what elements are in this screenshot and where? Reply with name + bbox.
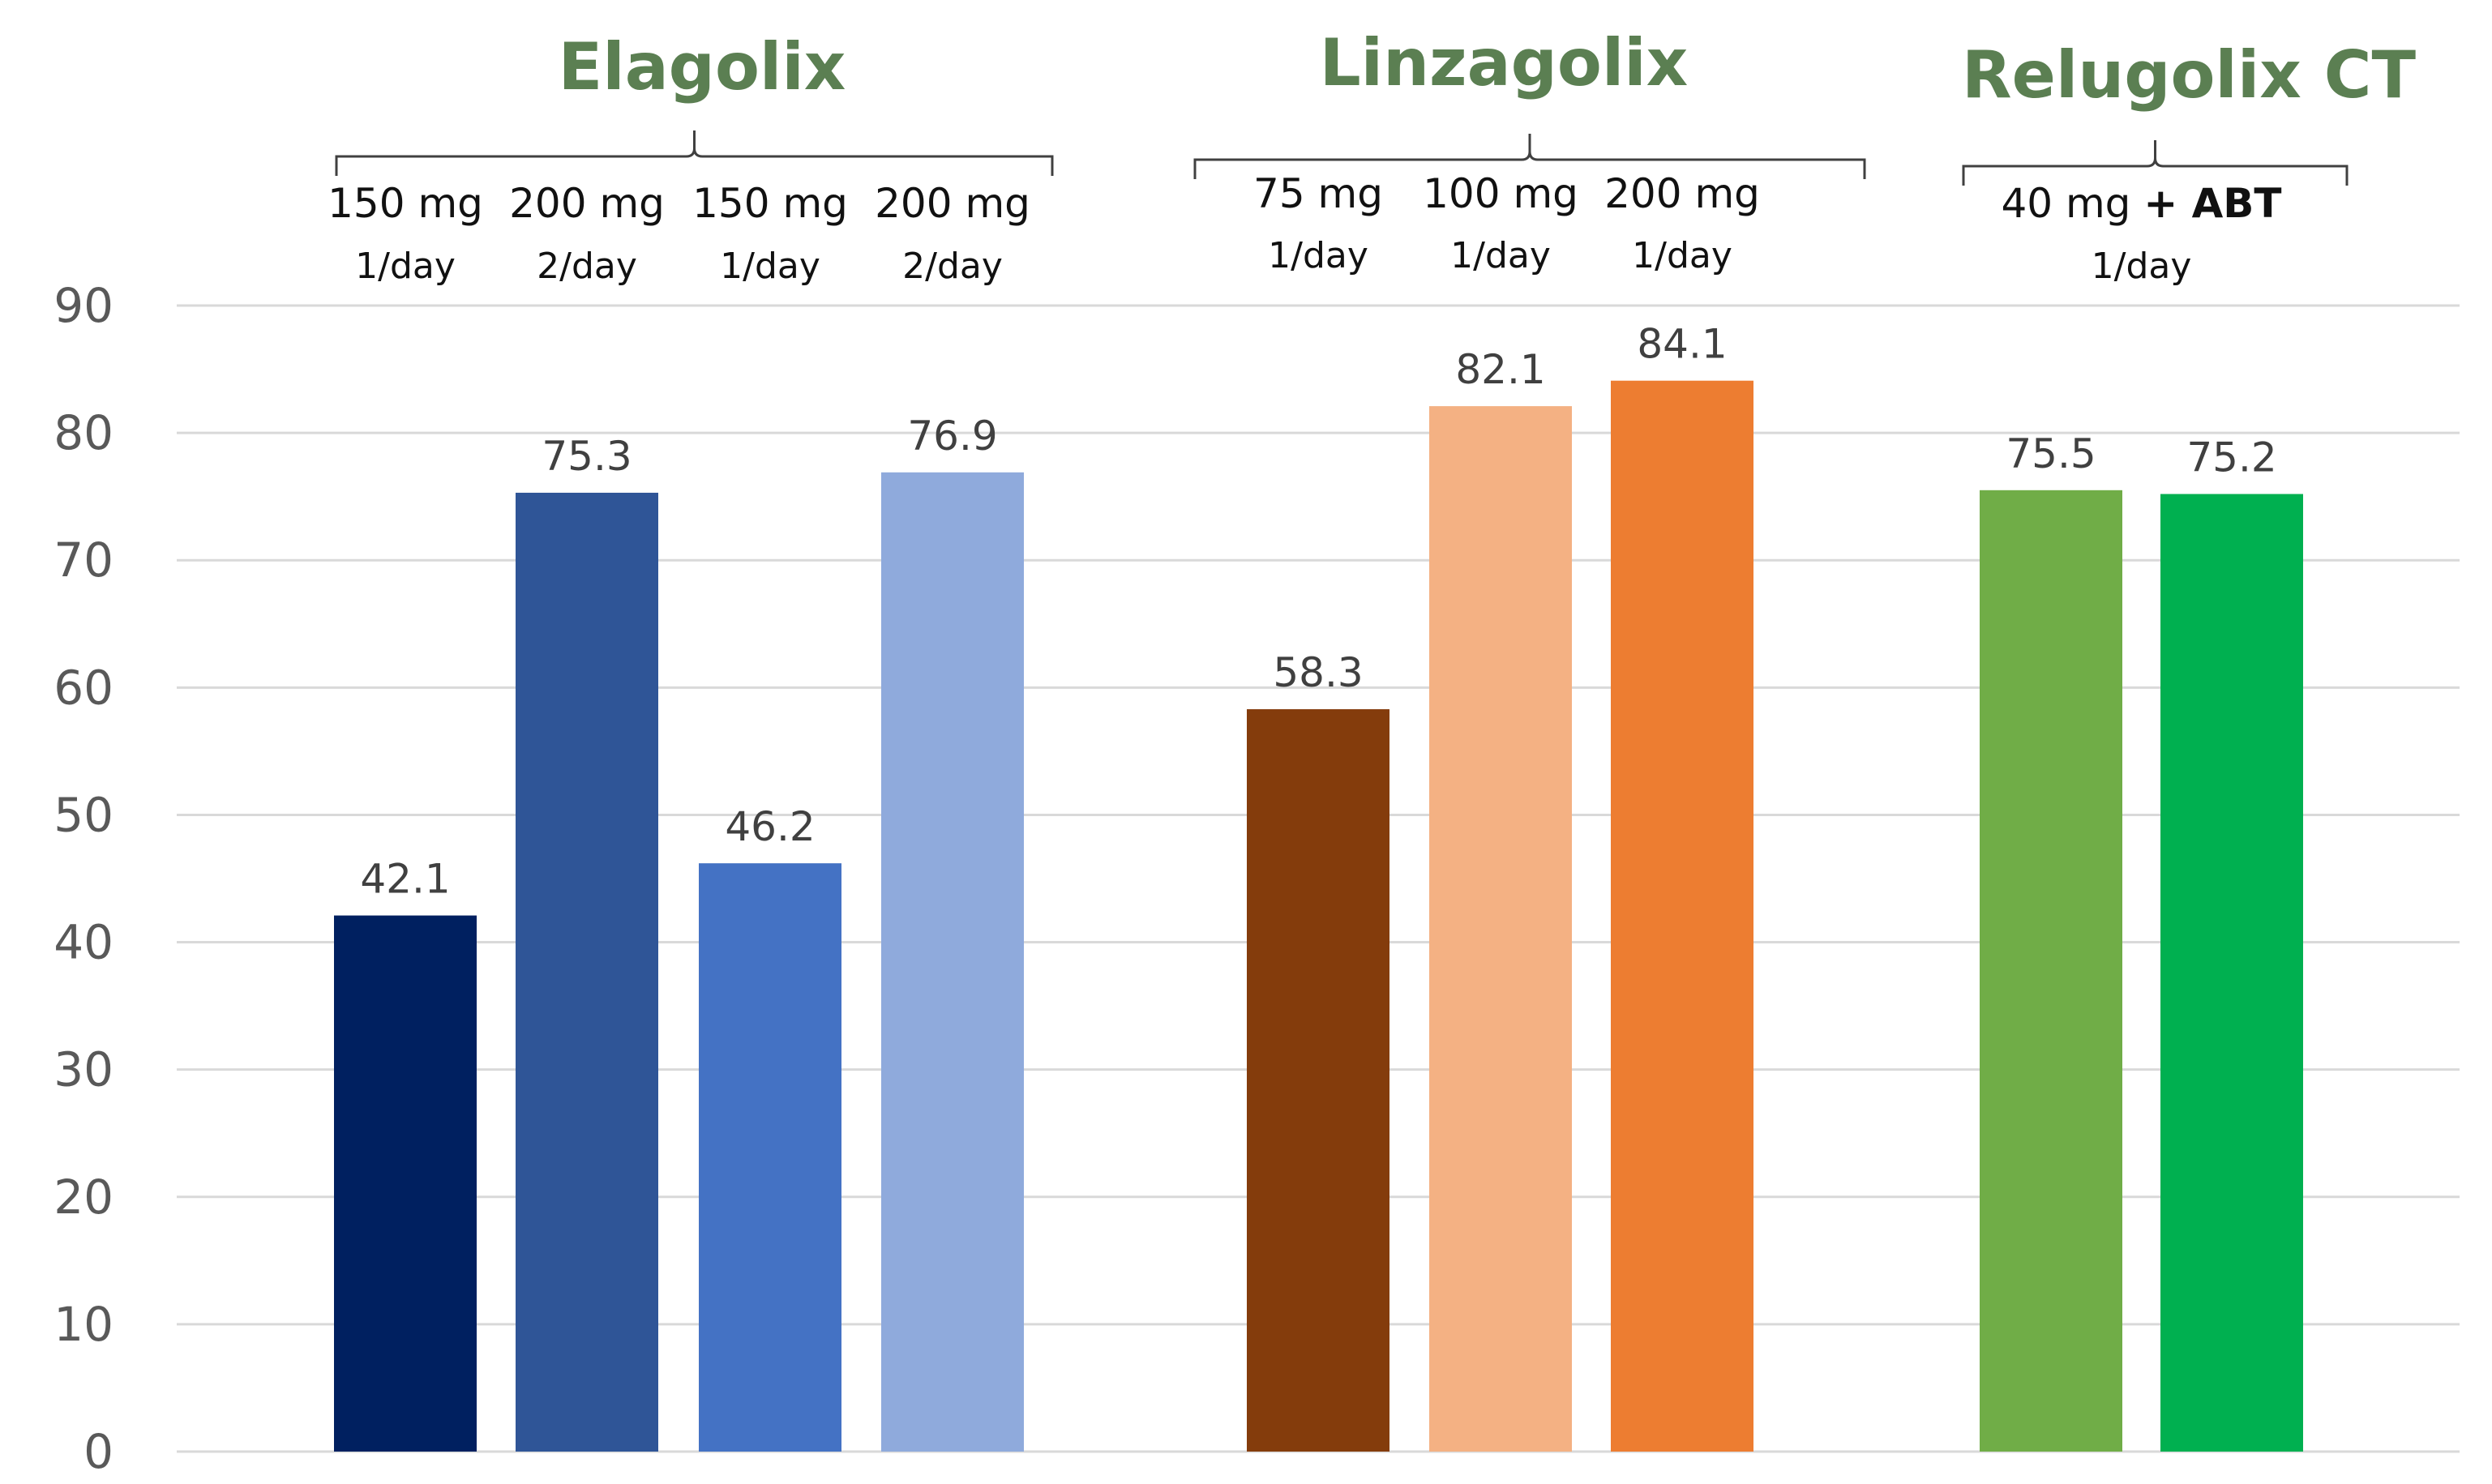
dose-label: 40 mg + ABT (2001, 180, 2281, 227)
y-tick-label: 40 (54, 915, 113, 970)
y-tick-label: 90 (54, 278, 113, 333)
bar-value-label: 46.2 (725, 803, 815, 850)
bar-value-label: 75.3 (542, 433, 632, 480)
bar-value-label: 42.1 (360, 856, 450, 903)
dose-label: 75 mg (1253, 170, 1383, 217)
group-brace (1962, 140, 2349, 186)
y-tick-label: 30 (54, 1042, 113, 1097)
group-labels: Elagolix Linzagolix Relugolix CT (559, 25, 2417, 113)
dose-label: 150 mg (328, 180, 483, 227)
y-tick-label: 20 (54, 1170, 113, 1225)
frequency-label: 1/day (355, 246, 456, 287)
data-labels: 42.1 75.3 46.2 76.9 58.3 82.1 84.1 75.5 75.2 (360, 321, 2276, 903)
y-tick-label: 0 (83, 1424, 113, 1479)
frequency-label: 2/day (902, 246, 1003, 287)
bar-6 (1429, 406, 1572, 1452)
group-label: Linzagolix (1320, 25, 1689, 101)
group-brace (1193, 134, 1866, 179)
y-axis-tick-labels: 0 10 20 30 40 50 60 70 80 90 (54, 278, 113, 1479)
bar-value-label: 82.1 (1455, 346, 1545, 393)
y-tick-label: 10 (54, 1297, 113, 1352)
bar-5 (1247, 709, 1389, 1452)
dose-label: 200 mg (875, 180, 1030, 227)
bars (334, 380, 2303, 1452)
dose-label: 200 mg (509, 180, 665, 227)
group-braces (335, 130, 2349, 186)
bar-7 (1611, 380, 1753, 1452)
dose-label: 200 mg (1604, 170, 1760, 217)
bar-1 (334, 915, 477, 1452)
frequency-label: 2/day (537, 246, 637, 287)
bar-2 (516, 492, 658, 1452)
bar-value-label: 75.5 (2006, 430, 2096, 477)
bar-3 (699, 863, 841, 1452)
frequency-label: 1/day (2092, 246, 2192, 287)
dose-labels: 150 mg 1/day 200 mg 2/day 150 mg 1/day 200 mg 2… (328, 170, 2281, 287)
bar-value-label: 76.9 (907, 413, 997, 460)
bar-value-label: 84.1 (1637, 321, 1727, 368)
frequency-label: 1/day (720, 246, 820, 287)
y-tick-label: 50 (54, 787, 113, 842)
group-brace (335, 130, 1054, 176)
frequency-label: 1/day (1450, 235, 1551, 276)
bar-value-label: 75.2 (2186, 434, 2276, 481)
group-label: Elagolix (559, 29, 846, 105)
frequency-label: 1/day (1268, 235, 1368, 276)
y-tick-label: 80 (54, 405, 113, 460)
bar-4 (881, 472, 1024, 1452)
y-tick-label: 70 (54, 532, 113, 588)
dose-label: 150 mg (692, 180, 848, 227)
bar-8 (1980, 490, 2122, 1452)
bar-9 (2160, 494, 2303, 1452)
frequency-label: 1/day (1632, 235, 1732, 276)
bar-value-label: 58.3 (1273, 649, 1363, 696)
dose-label: 100 mg (1423, 170, 1578, 217)
y-tick-label: 60 (54, 660, 113, 715)
group-label: Relugolix CT (1962, 37, 2416, 113)
